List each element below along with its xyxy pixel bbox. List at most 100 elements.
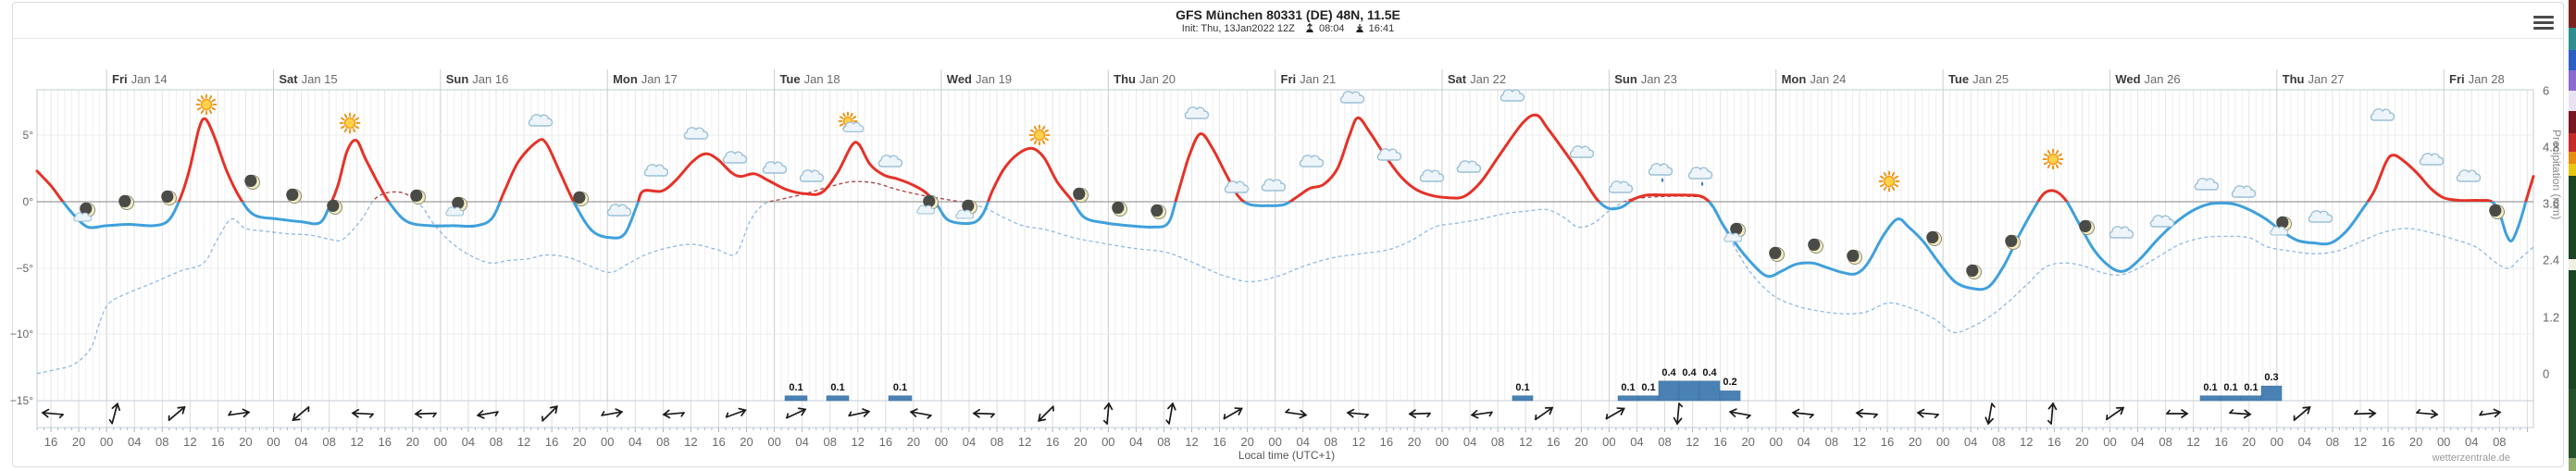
wind-arrow-icon [2354, 408, 2377, 418]
moon-icon [118, 194, 134, 210]
time-tick-label: 04 [1797, 435, 1811, 449]
wind-arrow-icon [292, 406, 310, 422]
precip-axis-title: Precipitation (mm) [2550, 130, 2563, 220]
day-label: Mon Jan 17 [613, 72, 678, 86]
time-tick-label: 04 [1296, 435, 1310, 449]
color-scale-segment [2569, 0, 2576, 28]
partly-icon [838, 111, 865, 132]
color-scale-segment [2569, 458, 2576, 471]
time-tick-label: 12 [1518, 435, 1533, 449]
day-label: Sun Jan 16 [445, 72, 509, 86]
precip-value-label: 0.3 [2264, 372, 2279, 384]
moon-cloud-icon [2270, 216, 2292, 236]
wind-arrow-icon [1102, 402, 1114, 425]
time-tick-label: 04 [795, 435, 809, 449]
precip-bar [1617, 395, 1639, 402]
time-tick-label: 00 [2103, 435, 2117, 449]
moon-cloud-icon [73, 202, 95, 222]
sunrise-icon [1306, 22, 1313, 32]
time-tick-label: 12 [2020, 435, 2034, 449]
precip-bar [2199, 395, 2221, 402]
sun-icon [1028, 124, 1051, 146]
moon-icon [2489, 204, 2505, 219]
moon-icon [1847, 249, 1862, 265]
precip-value-label: 0.1 [789, 381, 803, 393]
wind-arrow-icon [2047, 402, 2058, 425]
precip-value-label: 0.1 [2203, 381, 2218, 393]
wind-arrow-icon [476, 410, 499, 419]
color-scale-segment [2569, 70, 2576, 91]
color-scale-segment [2569, 176, 2576, 259]
cloud-icon [2109, 226, 2134, 239]
time-tick-label: 08 [656, 435, 670, 449]
precip-bar [1699, 380, 1721, 402]
precip-value-label: 0.1 [1641, 381, 1656, 393]
wind-arrow-icon [1038, 405, 1054, 422]
time-tick-label: 16 [378, 435, 392, 449]
moon-cloud-icon [1724, 222, 1746, 242]
wind-arrow-icon [1346, 408, 1369, 419]
moon-icon [1926, 230, 1942, 246]
time-tick-label: 00 [267, 435, 280, 449]
time-tick-label: 00 [2436, 435, 2451, 449]
wind-arrow-icon [725, 407, 747, 418]
wind-arrow-icon [1916, 408, 1939, 419]
day-label: Sat Jan 15 [279, 72, 338, 86]
time-tick-label: 04 [461, 435, 476, 449]
time-tick-label: 08 [322, 435, 336, 449]
chart-subtitle: Init: Thu, 13Jan2022 12Z 08:04 16:41 [13, 22, 2563, 34]
time-tick-label: 08 [1324, 435, 1338, 449]
wind-arrow-icon [414, 409, 437, 419]
temp-axis-label: 0° [22, 195, 33, 208]
cloud-icon [1419, 169, 1445, 182]
time-tick-label: 08 [2159, 435, 2172, 449]
moon-icon [1073, 187, 1089, 203]
temp-axis-label: 5° [22, 129, 33, 142]
wind-arrow-icon [541, 405, 558, 422]
wind-arrow-icon [601, 408, 624, 417]
color-scale-segment [2569, 28, 2576, 50]
cloud-icon [643, 164, 669, 177]
wind-arrow-icon [2479, 408, 2502, 418]
day-label: Fri Jan 21 [1280, 72, 1337, 86]
time-tick-label: 16 [1213, 435, 1226, 449]
moon-cloud-icon [955, 199, 977, 219]
color-scale-segment [2569, 50, 2576, 70]
day-label: Wed Jan 19 [946, 72, 1013, 86]
time-tick-label: 16 [2047, 435, 2061, 449]
precip-bar [1678, 380, 1700, 402]
day-label: Tue Jan 18 [779, 72, 840, 86]
time-tick-label: 16 [1547, 435, 1561, 449]
time-tick-label: 08 [2325, 435, 2340, 449]
time-tick-label: 12 [1185, 435, 1199, 449]
temperature-line-below-zero [61, 202, 2528, 291]
precip-value-label: 0.2 [1723, 377, 1737, 389]
sun-icon [339, 112, 361, 134]
time-tick-label: 16 [211, 435, 225, 449]
time-tick-label: 20 [1741, 435, 1755, 449]
time-tick-label: 08 [2493, 435, 2507, 449]
moon-icon [161, 190, 177, 205]
time-tick-label: 04 [2297, 435, 2312, 449]
precip-value-label: 0.4 [1702, 366, 1717, 378]
moon-icon [573, 191, 589, 206]
time-tick-label: 20 [2242, 435, 2256, 449]
moon-cloud-icon [445, 196, 467, 217]
cloud-icon [1299, 155, 1325, 167]
hamburger-menu-icon[interactable] [2533, 16, 2554, 31]
time-tick-label: 00 [1101, 435, 1115, 449]
moon-icon [1151, 204, 1166, 219]
wind-arrow-icon [1791, 408, 1814, 419]
precip-bar [2260, 385, 2283, 402]
color-scale-segment [2569, 164, 2576, 176]
chart-title: GFS München 80331 (DE) 48N, 11.5E [1176, 7, 1400, 22]
time-tick-label: 16 [2214, 435, 2228, 449]
time-tick-label: 12 [2186, 435, 2200, 449]
sun-icon [1878, 170, 1900, 192]
wind-arrow-icon [1985, 403, 1996, 426]
time-tick-label: 08 [1658, 435, 1672, 449]
color-scale-segment [2569, 133, 2576, 152]
precip-bar [1512, 395, 1534, 402]
cloud-icon [1569, 145, 1595, 158]
wind-arrow-icon [351, 408, 374, 418]
